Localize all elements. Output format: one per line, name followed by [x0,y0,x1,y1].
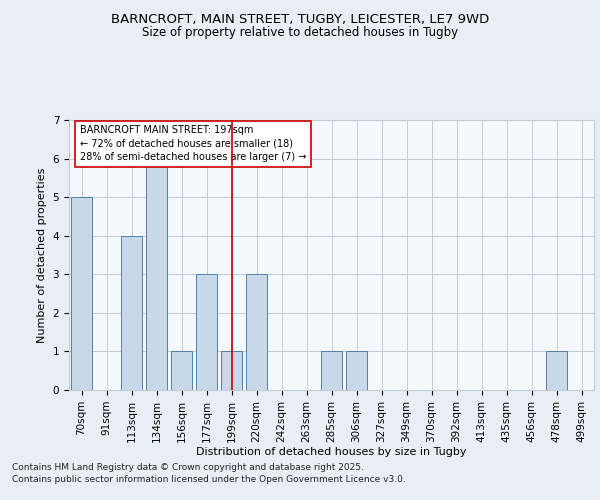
Bar [321,352,342,390]
Text: Contains HM Land Registry data © Crown copyright and database right 2025.: Contains HM Land Registry data © Crown c… [12,462,364,471]
Bar [546,352,567,390]
Bar [221,352,242,390]
Bar [171,352,192,390]
Text: Size of property relative to detached houses in Tugby: Size of property relative to detached ho… [142,26,458,39]
Text: Contains public sector information licensed under the Open Government Licence v3: Contains public sector information licen… [12,475,406,484]
Y-axis label: Number of detached properties: Number of detached properties [37,168,47,342]
Bar [196,274,217,390]
Bar [246,274,267,390]
X-axis label: Distribution of detached houses by size in Tugby: Distribution of detached houses by size … [196,448,467,458]
Bar [146,158,167,390]
Text: BARNCROFT MAIN STREET: 197sqm
← 72% of detached houses are smaller (18)
28% of s: BARNCROFT MAIN STREET: 197sqm ← 72% of d… [79,126,306,162]
Bar [346,352,367,390]
Bar [71,197,92,390]
Text: BARNCROFT, MAIN STREET, TUGBY, LEICESTER, LE7 9WD: BARNCROFT, MAIN STREET, TUGBY, LEICESTER… [111,12,489,26]
Bar [121,236,142,390]
